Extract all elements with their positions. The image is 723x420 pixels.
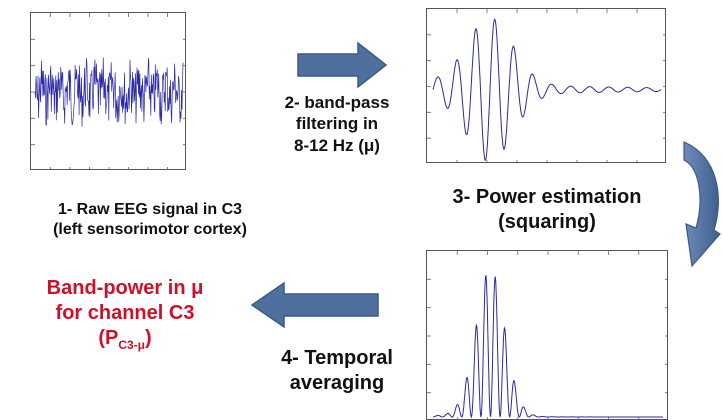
raw-eeg-trace bbox=[34, 57, 184, 127]
band-power-symbol: (PC3-μ) bbox=[10, 326, 240, 353]
raw-eeg-label-line2: (left sensorimotor cortex) bbox=[53, 221, 247, 238]
bandpass-label: 2- band-pass filtering in 8-12 Hz (μ) bbox=[262, 92, 412, 156]
band-power-result: Band-power in μ for channel C3 (PC3-μ) bbox=[10, 276, 240, 353]
temporal-averaging-label-line2: averaging bbox=[289, 372, 385, 394]
bandpass-signal-plot bbox=[427, 9, 665, 162]
squared-trace bbox=[433, 274, 663, 419]
temporal-averaging-label-line1: 4- Temporal bbox=[281, 347, 393, 369]
bandpass-label-line3: 8-12 Hz (μ) bbox=[294, 135, 380, 155]
bandpass-label-line2: filtering in bbox=[295, 114, 379, 134]
raw-eeg-panel bbox=[30, 12, 186, 170]
bandpass-label-line1: 2- band-pass bbox=[284, 93, 390, 112]
band-power-symbol-sub: C3-μ bbox=[118, 338, 145, 352]
raw-eeg-label: 1- Raw EEG signal in C3 (left sensorimot… bbox=[0, 200, 300, 240]
axis-ticks bbox=[427, 9, 665, 162]
left-arrow-icon bbox=[250, 281, 379, 329]
band-power-result-line2: for channel C3 bbox=[55, 302, 195, 324]
band-power-symbol-open: (P bbox=[98, 327, 119, 349]
band-power-result-line1: Band-power in μ bbox=[46, 277, 204, 299]
band-power-symbol-close: ) bbox=[145, 327, 152, 349]
raw-eeg-label-line1: 1- Raw EEG signal in C3 bbox=[57, 201, 243, 218]
bandpass-panel bbox=[426, 8, 666, 163]
squared-signal-plot bbox=[427, 251, 667, 419]
curved-down-arrow-icon bbox=[683, 141, 721, 268]
right-arrow-icon bbox=[297, 41, 388, 89]
power-estimation-label: 3- Power estimation (squaring) bbox=[402, 185, 692, 235]
power-estimation-label-line1: 3- Power estimation bbox=[452, 186, 642, 208]
axis-ticks bbox=[31, 13, 185, 169]
squared-panel bbox=[426, 250, 668, 420]
bandpass-trace bbox=[432, 18, 662, 161]
raw-eeg-plot bbox=[31, 13, 185, 169]
axis-ticks bbox=[427, 251, 667, 419]
power-estimation-label-line2: (squaring) bbox=[498, 211, 596, 233]
temporal-averaging-label: 4- Temporal averaging bbox=[262, 346, 412, 396]
